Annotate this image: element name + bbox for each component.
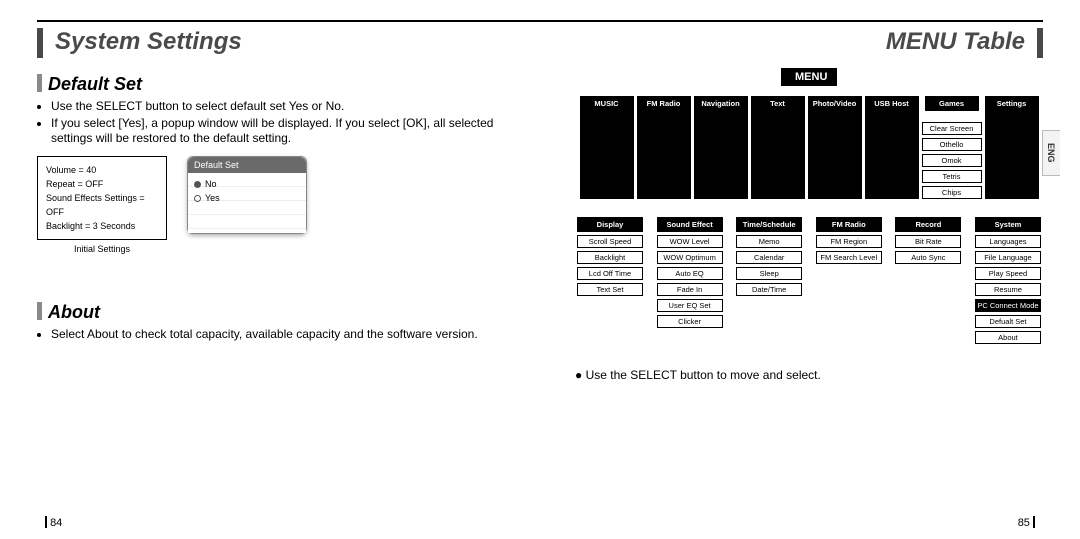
page-number-left: 84	[45, 516, 62, 529]
radio-icon	[194, 195, 201, 202]
page-number-value: 85	[1018, 517, 1030, 529]
tree-leaf: Othello	[922, 138, 982, 151]
tree-leaf: FM Search Level	[816, 251, 882, 264]
tree-leaf: Scroll Speed	[577, 235, 643, 248]
tree-leaf: Date/Time	[736, 283, 802, 296]
tree-node-usbhost: USB Host	[865, 96, 919, 199]
tree-node-games: Games	[925, 96, 979, 111]
page-title-left: System Settings	[55, 28, 242, 56]
bullet-item: If you select [Yes], a popup window will…	[51, 116, 537, 146]
tree-node-settings: Settings	[985, 96, 1039, 199]
tree-leaf: WOW Optimum	[657, 251, 723, 264]
tree-leaf: PC Connect Mode	[975, 299, 1041, 312]
figures-row: Volume = 40 Repeat = OFF Sound Effects S…	[37, 156, 537, 254]
radio-option: No	[194, 177, 300, 191]
radio-label: Yes	[205, 193, 220, 203]
tree-group-head: Display	[577, 217, 643, 232]
tree-leaf: File Language	[975, 251, 1041, 264]
games-children: Clear Screen Othello Omok Tetris Chips	[922, 122, 982, 199]
tree-settings-groups: Display Scroll Speed Backlight Lcd Off Time…	[575, 217, 1043, 344]
tree-leaf: Auto EQ	[657, 267, 723, 280]
page-number-right: 85	[1018, 516, 1035, 529]
tree-node-navigation: Navigation	[694, 96, 748, 199]
tree-settings-group: Record Bit Rate Auto Sync	[895, 217, 961, 344]
initial-settings-caption: Initial Settings	[37, 244, 167, 254]
tree-leaf: Chips	[922, 186, 982, 199]
tree-leaf: Backlight	[577, 251, 643, 264]
tree-leaf: Memo	[736, 235, 802, 248]
setting-line: Repeat = OFF	[46, 177, 158, 191]
bullet-item: Use the SELECT button to select default …	[51, 99, 537, 114]
tree-leaf: Bit Rate	[895, 235, 961, 248]
page-number-bar-icon	[1033, 516, 1035, 528]
tree-leaf: Defualt Set	[975, 315, 1041, 328]
tree-settings-group: Sound Effect WOW Level WOW Optimum Auto EQ F…	[657, 217, 723, 344]
tree-node-text: Text	[751, 96, 805, 199]
instruction-text: Use the SELECT button to move and select…	[575, 368, 1043, 382]
default-set-bullets: Use the SELECT button to select default …	[51, 99, 537, 146]
tree-settings-group: Display Scroll Speed Backlight Lcd Off Time…	[577, 217, 643, 344]
tree-settings-group: FM Radio FM Region FM Search Level	[816, 217, 882, 344]
radio-icon	[194, 181, 201, 188]
tree-leaf: Text Set	[577, 283, 643, 296]
tree-leaf: WOW Level	[657, 235, 723, 248]
tree-leaf: About	[975, 331, 1041, 344]
right-title-bar	[1037, 28, 1043, 58]
tree-node-music: MUSIC	[580, 96, 634, 199]
tree-group-head: Record	[895, 217, 961, 232]
device-screen-body: No Yes	[188, 173, 306, 233]
section-heading-about: About	[37, 302, 537, 323]
tree-leaf: Fade In	[657, 283, 723, 296]
menu-tree: MENU MUSIC FM Radio Navigation Text Phot…	[575, 68, 1043, 344]
tree-leaf: Lcd Off Time	[577, 267, 643, 280]
tree-node-fmradio: FM Radio	[637, 96, 691, 199]
tree-leaf: Omok	[922, 154, 982, 167]
about-bullets: Select About to check total capacity, av…	[51, 327, 537, 342]
radio-label: No	[205, 179, 217, 189]
tree-leaf: Clear Screen	[922, 122, 982, 135]
left-column: Default Set Use the SELECT button to sel…	[37, 68, 537, 344]
tree-settings-group: Time/Schedule Memo Calendar Sleep Date/Time	[736, 217, 802, 344]
tree-group-head: Time/Schedule	[736, 217, 802, 232]
page-number-bar-icon	[45, 516, 47, 528]
setting-line: Backlight = 3 Seconds	[46, 219, 158, 233]
initial-settings-figure: Volume = 40 Repeat = OFF Sound Effects S…	[37, 156, 167, 254]
tree-leaf: Calendar	[736, 251, 802, 264]
tree-leaf: Tetris	[922, 170, 982, 183]
right-column: MENU MUSIC FM Radio Navigation Text Phot…	[575, 68, 1043, 382]
device-screen-figure: Default Set No Yes	[187, 156, 307, 234]
initial-settings-box: Volume = 40 Repeat = OFF Sound Effects S…	[37, 156, 167, 240]
tree-leaf: Play Speed	[975, 267, 1041, 280]
page-title-right: MENU Table	[886, 28, 1025, 56]
page-number-value: 84	[50, 517, 62, 529]
section-heading-default-set: Default Set	[37, 74, 537, 95]
tree-leaf: FM Region	[816, 235, 882, 248]
tree-node-photovideo: Photo/Video	[808, 96, 862, 199]
device-screen-header: Default Set	[188, 157, 306, 173]
tree-group-head: FM Radio	[816, 217, 882, 232]
setting-line: Sound Effects Settings = OFF	[46, 191, 158, 219]
left-title-bar	[37, 28, 43, 58]
top-rule	[37, 20, 1043, 22]
tree-node-games-col: Games Clear Screen Othello Omok Tetris C…	[922, 96, 982, 199]
language-tab: ENG	[1042, 130, 1060, 176]
tree-leaf: Sleep	[736, 267, 802, 280]
tree-leaf: Clicker	[657, 315, 723, 328]
tree-group-head: System	[975, 217, 1041, 232]
tree-leaf: Resume	[975, 283, 1041, 296]
bullet-item: Select About to check total capacity, av…	[51, 327, 537, 342]
tree-leaf: Auto Sync	[895, 251, 961, 264]
tree-level1: MUSIC FM Radio Navigation Text Photo/Vid…	[575, 96, 1043, 199]
tree-root: MENU	[781, 68, 837, 86]
radio-option: Yes	[194, 191, 300, 205]
tree-leaf: User EQ Set	[657, 299, 723, 312]
tree-group-head: Sound Effect	[657, 217, 723, 232]
tree-settings-group: System Languages File Language Play Speed Re…	[975, 217, 1041, 344]
setting-line: Volume = 40	[46, 163, 158, 177]
tree-leaf: Languages	[975, 235, 1041, 248]
